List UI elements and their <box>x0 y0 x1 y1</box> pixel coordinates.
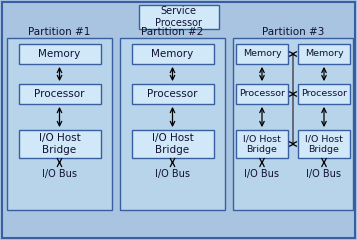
Bar <box>131 44 213 64</box>
Text: I/O Host
Bridge: I/O Host Bridge <box>243 134 281 154</box>
Text: Memory: Memory <box>243 49 281 59</box>
Bar <box>19 130 101 158</box>
Text: I/O Host
Bridge: I/O Host Bridge <box>152 133 193 155</box>
Text: I/O Bus: I/O Bus <box>245 169 280 179</box>
Bar <box>298 44 350 64</box>
Text: Memory: Memory <box>305 49 343 59</box>
Bar <box>298 84 350 104</box>
Text: I/O Bus: I/O Bus <box>155 169 190 179</box>
Text: Processor: Processor <box>301 90 347 98</box>
Bar <box>19 44 101 64</box>
Bar <box>236 84 288 104</box>
Text: Service
Processor: Service Processor <box>155 6 202 28</box>
Bar <box>236 44 288 64</box>
Bar <box>298 130 350 158</box>
Bar <box>131 130 213 158</box>
Text: I/O Host
Bridge: I/O Host Bridge <box>305 134 343 154</box>
Text: Memory: Memory <box>151 49 193 59</box>
Text: Processor: Processor <box>239 90 285 98</box>
Text: Memory: Memory <box>38 49 81 59</box>
Bar <box>120 38 225 210</box>
Text: Processor: Processor <box>147 89 198 99</box>
Text: Partition #2: Partition #2 <box>141 27 204 37</box>
Text: Processor: Processor <box>34 89 85 99</box>
Bar <box>236 130 288 158</box>
Text: I/O Bus: I/O Bus <box>307 169 342 179</box>
Text: I/O Bus: I/O Bus <box>42 169 77 179</box>
Bar <box>131 84 213 104</box>
Bar <box>139 5 218 29</box>
Text: Partition #1: Partition #1 <box>28 27 91 37</box>
Bar <box>19 84 101 104</box>
Text: I/O Host
Bridge: I/O Host Bridge <box>39 133 80 155</box>
Bar <box>233 38 353 210</box>
Text: Partition #3: Partition #3 <box>262 27 324 37</box>
Bar <box>7 38 112 210</box>
